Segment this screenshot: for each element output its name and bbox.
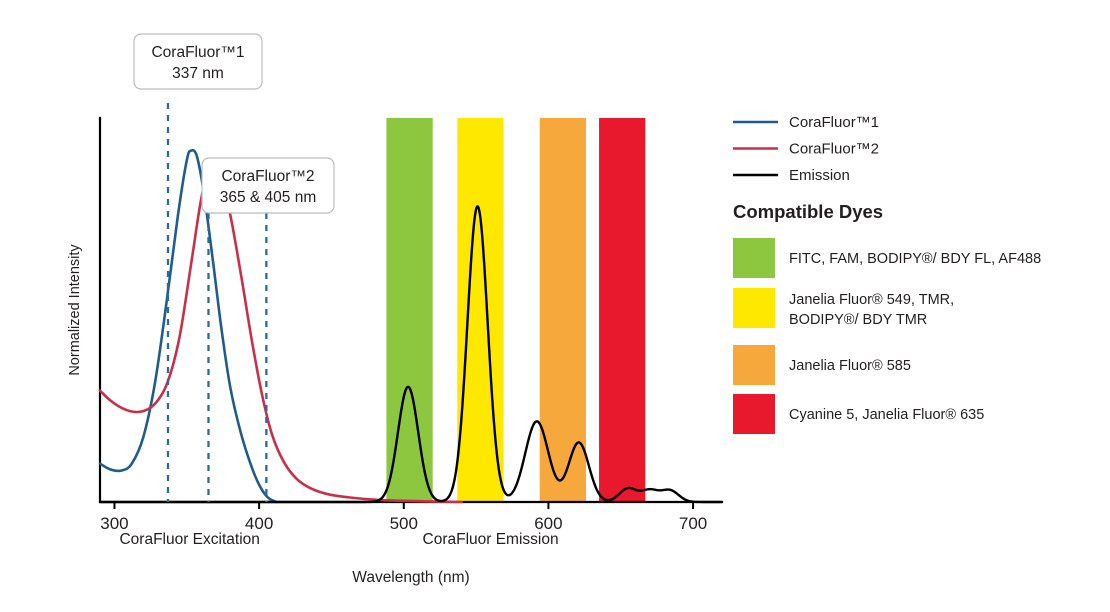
red-band	[599, 118, 646, 502]
dye-swatch	[733, 345, 775, 385]
excitation-callout-value: 365 & 405 nm	[220, 189, 317, 206]
legend-label: CoraFluor™1	[789, 114, 879, 131]
legend-layer: CoraFluor™1 CoraFluor™2 Emission Compatible…	[733, 114, 1041, 434]
excitation-callout-box	[133, 33, 263, 90]
axis-label-layer: CoraFluor Excitation CoraFluor Emission Wa…	[67, 244, 559, 586]
green-band	[386, 118, 433, 502]
dye-label: Cyanine 5, Janelia Fluor® 635	[789, 407, 984, 423]
excitation-marker-layer: CoraFluor™1 337 nm CoraFluor™2 365 & 405 nm	[133, 33, 335, 502]
axis-section-label: CoraFluor Emission	[423, 531, 559, 548]
excitation-callout-box	[201, 157, 335, 214]
x-tick-label: 600	[534, 514, 562, 533]
curve-corafluor-1	[98, 148, 278, 504]
x-tick-label: 400	[245, 514, 273, 533]
dye-swatch	[733, 288, 775, 328]
x-tick-label: 500	[390, 514, 418, 533]
curve-emission	[98, 205, 723, 504]
axis-section-label: CoraFluor Excitation	[119, 531, 259, 548]
compatible-dyes-heading: Compatible Dyes	[733, 201, 883, 222]
excitation-callout-title: CoraFluor™2	[221, 168, 314, 185]
legend-label: Emission	[789, 167, 850, 184]
x-axis-title: Wavelength (nm)	[352, 569, 469, 586]
excitation-callout-title: CoraFluor™1	[151, 44, 244, 61]
dye-label: Janelia Fluor® 585	[789, 358, 911, 374]
y-axis-title: Normalized Intensity	[67, 244, 83, 376]
dye-band-layer	[386, 118, 646, 502]
x-tick-label: 300	[100, 514, 128, 533]
dye-label: Janelia Fluor® 549, TMR,	[789, 292, 954, 308]
excitation-callout-value: 337 nm	[172, 65, 224, 82]
dye-swatch	[733, 394, 775, 434]
orange-band	[539, 118, 587, 502]
x-tick-label: 700	[679, 514, 707, 533]
legend-label: CoraFluor™2	[789, 141, 879, 158]
dye-label: BODIPY®/ BDY TMR	[789, 312, 927, 328]
dye-label: FITC, FAM, BODIPY®/ BDY FL, AF488	[789, 251, 1041, 267]
dye-swatch	[733, 238, 775, 278]
